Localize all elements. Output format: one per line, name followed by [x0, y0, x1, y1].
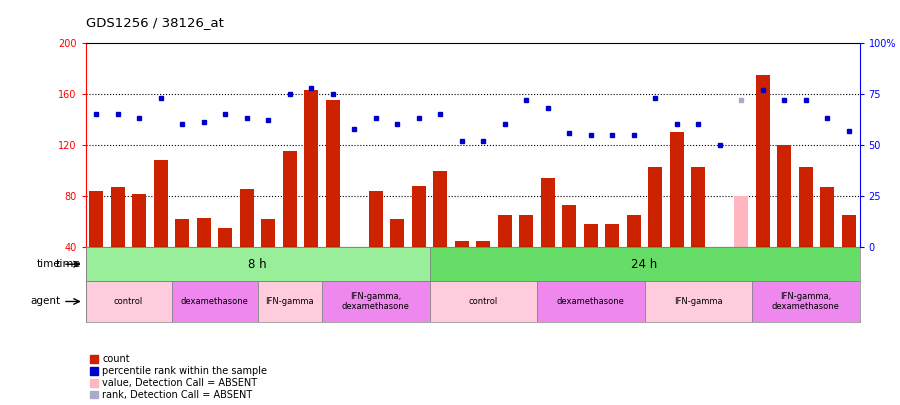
Bar	[429, 281, 537, 322]
Bar	[369, 191, 382, 247]
Bar	[132, 194, 146, 247]
Bar	[562, 205, 576, 247]
Text: control: control	[114, 297, 143, 306]
Bar	[111, 187, 125, 247]
Bar	[537, 281, 644, 322]
Text: time: time	[37, 259, 60, 269]
Bar	[498, 215, 512, 247]
Legend: count, percentile rank within the sample, value, Detection Call = ABSENT, rank, : count, percentile rank within the sample…	[90, 354, 267, 400]
Bar	[691, 167, 706, 247]
Bar	[326, 100, 339, 247]
Bar	[644, 281, 752, 322]
Bar	[197, 218, 211, 247]
Bar	[756, 75, 770, 247]
Bar	[412, 186, 426, 247]
Text: agent: agent	[31, 296, 60, 307]
Bar	[391, 219, 404, 247]
Bar	[820, 187, 834, 247]
Bar	[322, 281, 429, 322]
Text: IFN-gamma,
dexamethasone: IFN-gamma, dexamethasone	[772, 292, 840, 311]
Bar	[752, 281, 860, 322]
Bar	[89, 191, 104, 247]
Text: dexamethasone: dexamethasone	[181, 297, 248, 306]
Bar	[778, 145, 791, 247]
Bar	[713, 247, 726, 279]
Bar	[239, 189, 254, 247]
Bar	[606, 224, 619, 247]
Text: IFN-gamma: IFN-gamma	[266, 297, 314, 306]
Bar	[584, 224, 598, 247]
Bar	[734, 196, 748, 247]
Bar	[257, 281, 322, 322]
Text: IFN-gamma: IFN-gamma	[674, 297, 723, 306]
Bar	[842, 215, 856, 247]
Bar	[86, 247, 429, 281]
Bar	[670, 132, 684, 247]
Bar	[519, 215, 533, 247]
Bar	[172, 281, 257, 322]
Bar	[429, 247, 860, 281]
Text: time: time	[56, 259, 81, 269]
Text: control: control	[469, 297, 498, 306]
Bar	[219, 228, 232, 247]
Bar	[304, 90, 319, 247]
Bar	[86, 281, 172, 322]
Bar	[626, 215, 641, 247]
Text: dexamethasone: dexamethasone	[557, 297, 625, 306]
Bar	[541, 178, 554, 247]
Text: 24 h: 24 h	[632, 258, 658, 271]
Bar	[261, 219, 275, 247]
Bar	[476, 241, 491, 247]
Bar	[176, 219, 189, 247]
Bar	[799, 167, 813, 247]
Text: 8 h: 8 h	[248, 258, 266, 271]
Text: GDS1256 / 38126_at: GDS1256 / 38126_at	[86, 16, 223, 29]
Bar	[454, 241, 469, 247]
Text: IFN-gamma,
dexamethasone: IFN-gamma, dexamethasone	[342, 292, 410, 311]
Bar	[433, 171, 447, 247]
Bar	[648, 167, 662, 247]
Bar	[283, 151, 297, 247]
Bar	[154, 160, 167, 247]
